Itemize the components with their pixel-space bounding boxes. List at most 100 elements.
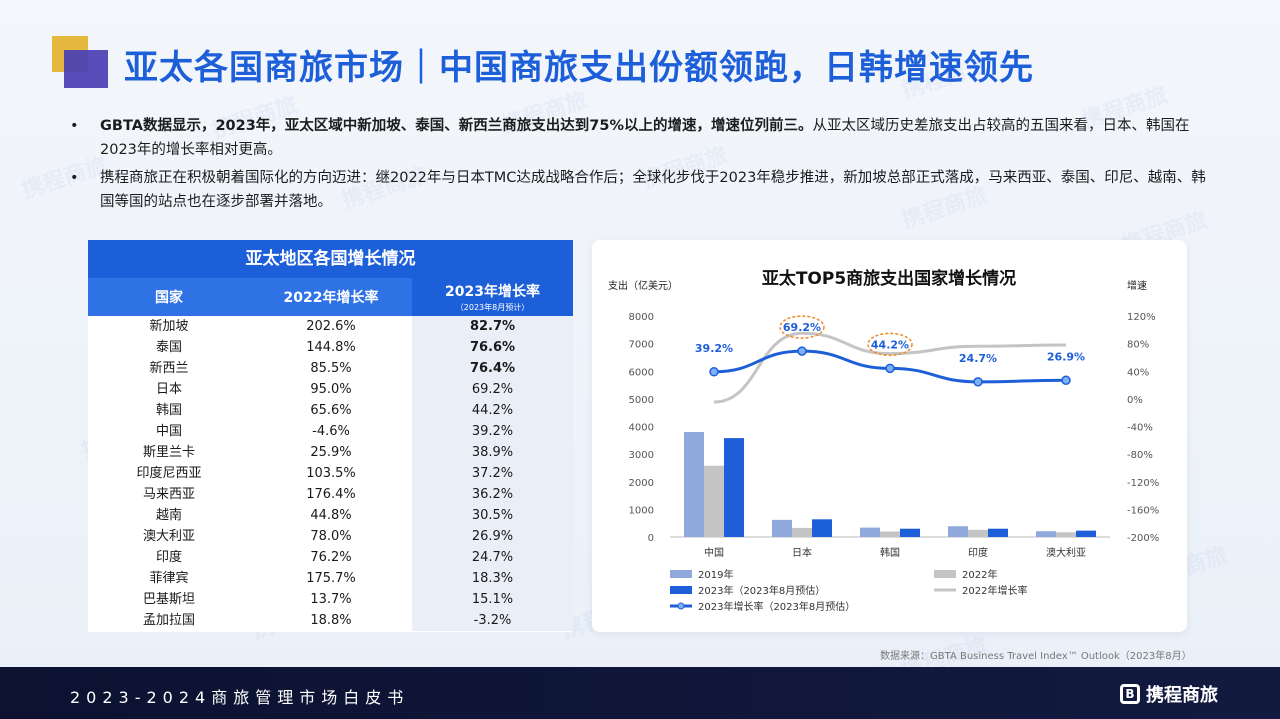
bar-2019年 <box>860 527 880 537</box>
legend-label: 2023年（2023年8月预估） <box>698 584 825 597</box>
table-title: 亚太地区各国增长情况 <box>88 240 573 278</box>
header-2022: 2022年增长率 <box>250 278 412 316</box>
table-cell: 巴基斯坦 <box>142 592 195 607</box>
y-tick-label: 0 <box>648 533 654 544</box>
legend-swatch <box>670 586 692 594</box>
table-cell: 马来西亚 <box>142 487 195 502</box>
bar-2022年 <box>792 527 812 537</box>
y-tick-label: 6000 <box>629 367 654 378</box>
table-cell: 76.2% <box>310 550 352 565</box>
bar-2023年（2023年8月预估） <box>1076 530 1096 537</box>
bullet-dot: • <box>70 118 79 134</box>
line-point <box>1061 375 1071 386</box>
point-label: 69.2% <box>783 321 821 334</box>
bar-2023年（2023年8月预估） <box>724 438 744 537</box>
y-tick-label: 5000 <box>629 395 654 406</box>
y2-tick-label: -120% <box>1127 478 1159 489</box>
page-title: 亚太各国商旅市场｜中国商旅支出份额领跑，日韩增速领先 <box>124 48 1034 88</box>
y-tick-label: 3000 <box>629 450 654 461</box>
table-row: 新加坡 202.6% 82.7% <box>88 316 573 337</box>
header-label: 国家 <box>155 290 183 306</box>
bar-2019年 <box>772 519 792 537</box>
table-row: 日本 95.0% 69.2% <box>88 379 573 400</box>
y-tick-label: 2000 <box>629 478 654 489</box>
table-cell: 37.2% <box>412 463 573 484</box>
y2-tick-label: -200% <box>1127 533 1159 544</box>
table-row: 马来西亚 176.4% 36.2% <box>88 484 573 505</box>
table-cell: 176.4% <box>306 487 356 502</box>
bar-2022年 <box>1056 532 1076 537</box>
legend-label: 2019年 <box>698 568 733 581</box>
table-row: 泰国 144.8% 76.6% <box>88 337 573 358</box>
table-cell: 澳大利亚 <box>142 529 195 544</box>
bar-2023年（2023年8月预估） <box>988 528 1008 537</box>
table-cell: 新加坡 <box>149 319 189 334</box>
table-cell: 76.6% <box>412 337 573 358</box>
footer-logo: B 携程商旅 <box>1120 681 1218 707</box>
bar-2023年（2023年8月预估） <box>900 528 920 537</box>
bar-2019年 <box>948 526 968 537</box>
header-label: 2022年增长率 <box>283 290 379 306</box>
bullet-bold-text: GBTA数据显示，2023年，亚太区域中新加坡、泰国、新西兰商旅支出达到75%以… <box>100 118 813 134</box>
table-cell: 39.2% <box>412 421 573 442</box>
y-tick-label: 7000 <box>629 340 654 351</box>
table-row: 中国 -4.6% 39.2% <box>88 421 573 442</box>
y2-tick-label: 80% <box>1127 340 1149 351</box>
table-cell: 65.6% <box>310 403 352 418</box>
y2-axis-label: 增速 <box>1127 279 1147 292</box>
bullet-dot: • <box>70 170 79 186</box>
table-cell: 18.3% <box>412 568 573 589</box>
table-cell: 13.7% <box>310 592 352 607</box>
footer-title: 2023-2024商旅管理市场白皮书 <box>70 688 410 707</box>
table-row: 澳大利亚 78.0% 26.9% <box>88 526 573 547</box>
table-cell: 175.7% <box>306 571 356 586</box>
table-cell: 中国 <box>155 424 182 439</box>
y2-tick-label: 40% <box>1127 367 1149 378</box>
table-cell: 25.9% <box>310 445 352 460</box>
table-cell: 69.2% <box>412 379 573 400</box>
data-source: 数据来源：GBTA Business Travel Index™ Outlook… <box>880 651 1192 662</box>
table-cell: 孟加拉国 <box>142 613 195 628</box>
y-tick-label: 1000 <box>629 505 654 516</box>
growth-table: 亚太地区各国增长情况 国家 2022年增长率 2023年增长率 （2023年8月… <box>88 240 573 632</box>
table-row: 印度 76.2% 24.7% <box>88 547 573 568</box>
table-cell: 44.8% <box>310 508 352 523</box>
table-cell: 202.6% <box>306 319 356 334</box>
header-sub-label: （2023年8月预计） <box>455 303 530 312</box>
x-tick-label: 日本 <box>792 546 812 559</box>
y2-tick-label: -160% <box>1127 505 1159 516</box>
table-body: 新加坡 202.6% 82.7% 泰国 144.8% 76.6% 新西兰 85.5% 76.4%… <box>88 316 573 631</box>
y2-tick-label: -40% <box>1127 423 1153 434</box>
purple-square <box>64 50 108 88</box>
table-cell: 15.1% <box>412 589 573 610</box>
bar-2022年 <box>880 531 900 537</box>
title-decoration-icon <box>52 36 108 88</box>
bullet-item-1: • GBTA数据显示，2023年，亚太区域中新加坡、泰国、新西兰商旅支出达到75… <box>70 114 1220 162</box>
x-tick-label: 韩国 <box>880 546 900 559</box>
chart-card: 亚太TOP5商旅支出国家增长情况 支出（亿美元） 增速 0 1000 2000 3000 40… <box>592 240 1187 632</box>
y-axis-label: 支出（亿美元） <box>608 279 678 292</box>
table-row: 巴基斯坦 13.7% 15.1% <box>88 589 573 610</box>
table-cell: 泰国 <box>155 340 182 355</box>
line-point <box>973 377 983 387</box>
table-cell: 103.5% <box>306 466 356 481</box>
table-row: 孟加拉国 18.8% -3.2% <box>88 610 573 631</box>
table-row: 斯里兰卡 25.9% 38.9% <box>88 442 573 463</box>
table-row: 新西兰 85.5% 76.4% <box>88 358 573 379</box>
x-tick-label: 澳大利亚 <box>1046 546 1086 559</box>
bullet-list: • GBTA数据显示，2023年，亚太区域中新加坡、泰国、新西兰商旅支出达到75… <box>70 114 1220 218</box>
point-label: 24.7% <box>959 352 997 365</box>
table-cell: 85.5% <box>310 361 352 376</box>
y-tick-label: 8000 <box>629 312 654 323</box>
y2-tick-label: 0% <box>1127 395 1143 406</box>
table-row: 越南 44.8% 30.5% <box>88 505 573 526</box>
legend-label: 2022年 <box>962 568 997 581</box>
legend-swatch-dot <box>677 602 685 610</box>
y2-tick-label: -80% <box>1127 450 1153 461</box>
header-label: 2023年增长率 <box>445 284 540 300</box>
table-row: 韩国 65.6% 44.2% <box>88 400 573 421</box>
table-cell: 韩国 <box>155 403 182 418</box>
table-cell: 78.0% <box>310 529 352 544</box>
